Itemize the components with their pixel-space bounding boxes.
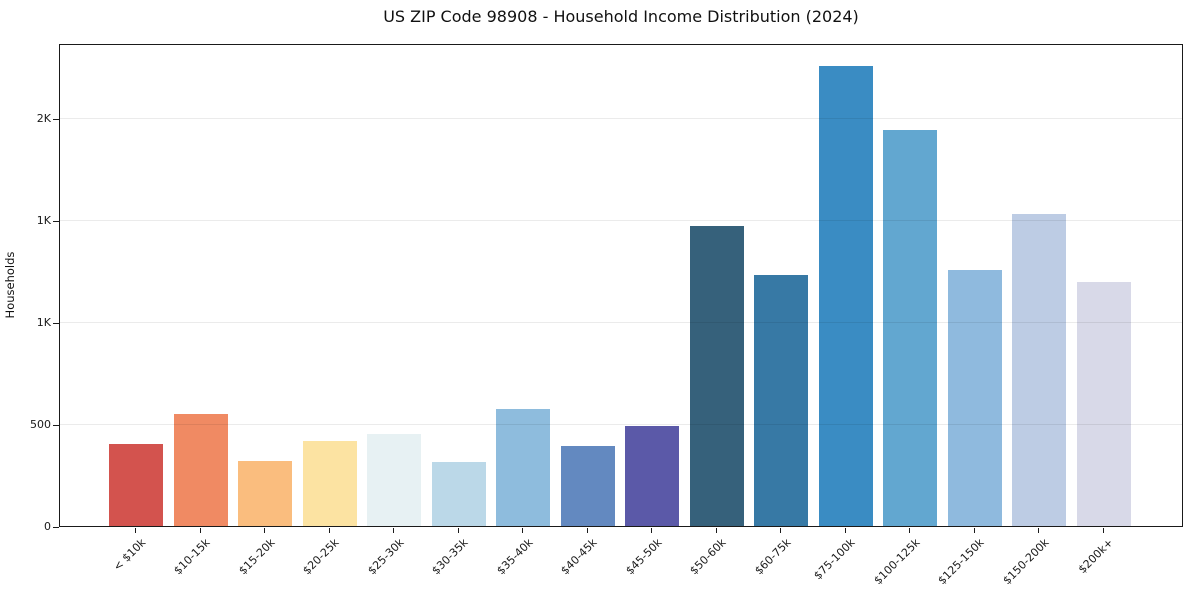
x-tick-label: $35-40k [493, 536, 536, 578]
x-tick-mark [844, 528, 846, 533]
x-tick-label: $75-100k [811, 536, 858, 583]
bar-15-20k [238, 460, 292, 526]
x-tick-label: $15-20k [235, 536, 278, 578]
y-tick-mark [53, 323, 59, 325]
x-tick-mark [1038, 528, 1039, 533]
y-tick-mark [53, 221, 59, 223]
bar-50-60k [689, 226, 744, 526]
y-tick-mark [53, 527, 59, 528]
x-tick-mark [457, 528, 459, 533]
bar-45-50k [625, 426, 679, 526]
x-tick-label: $45-50k [622, 536, 665, 578]
x-tick-mark [135, 528, 136, 533]
bar-25-30k [367, 434, 421, 526]
bar-35-40k [496, 408, 550, 526]
bar-10-15k [173, 413, 228, 526]
y-tick-label: 0 [44, 520, 51, 533]
gridline [60, 321, 1182, 323]
x-tick-mark [715, 528, 717, 533]
x-tick-label: $60-75k [751, 536, 794, 578]
bar-20-25k [302, 441, 357, 526]
bar-125-150k [947, 270, 1002, 526]
bar-100-125k [883, 129, 937, 526]
x-tick-label: $100-125k [871, 536, 923, 588]
x-tick-mark [586, 528, 588, 533]
chart-title: US ZIP Code 98908 - Household Income Dis… [383, 7, 859, 26]
x-tick-mark [780, 528, 781, 533]
x-tick-mark [909, 528, 910, 533]
y-axis-label: Households [3, 251, 17, 319]
x-tick-label: $25-30k [364, 536, 407, 578]
x-tick-label: $30-35k [429, 536, 471, 578]
x-tick-mark [264, 528, 265, 533]
bar-60-75k [754, 275, 808, 526]
gridline [60, 423, 1182, 425]
x-tick-mark [328, 528, 330, 533]
x-tick-mark [1102, 528, 1104, 533]
x-tick-label: $20-25k [300, 536, 342, 578]
y-tick-label: 1K [36, 316, 51, 330]
y-tick-label: 2K [36, 112, 51, 126]
y-tick-mark [53, 119, 59, 121]
gridline [60, 117, 1182, 119]
bar-40-45k [560, 445, 615, 526]
x-tick-mark [393, 528, 394, 533]
x-tick-mark [522, 528, 523, 533]
y-tick-label: 1K [36, 214, 51, 228]
bar-30-35k [431, 461, 486, 526]
x-tick-mark [651, 528, 652, 533]
plot-area [59, 44, 1183, 527]
bar-75-100k [818, 66, 873, 526]
x-tick-label: $150-200k [1000, 536, 1052, 588]
x-tick-mark [199, 528, 201, 533]
x-tick-mark [973, 528, 975, 533]
y-tick-mark [53, 425, 59, 427]
bar-150-200k [1012, 214, 1066, 526]
gridline [60, 219, 1182, 221]
x-tick-label: < $10k [110, 536, 149, 574]
bar-200k [1076, 282, 1131, 526]
x-tick-label: $50-60k [687, 536, 729, 578]
y-tick-label: 500 [30, 418, 51, 432]
x-tick-label: $200k+ [1075, 536, 1116, 577]
x-tick-label: $40-45k [558, 536, 600, 578]
bar-10k [109, 444, 163, 526]
x-tick-label: $125-150k [935, 536, 987, 588]
x-tick-label: $10-15k [171, 536, 213, 578]
